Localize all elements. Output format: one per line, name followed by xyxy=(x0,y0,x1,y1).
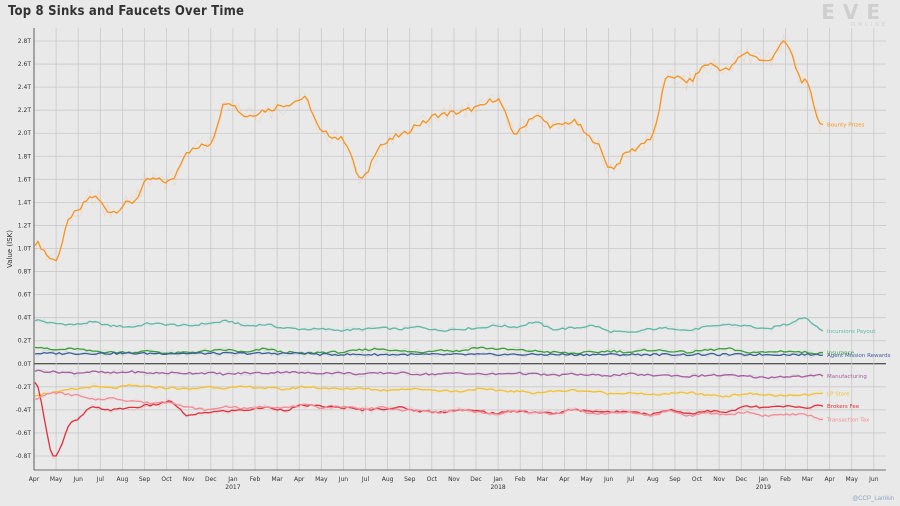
eve-online-logo: EVE ONLINE xyxy=(806,2,888,28)
x-tick-label: Sep xyxy=(404,476,416,483)
x-tick-label: Jun xyxy=(338,476,349,483)
series-label: Transaction Tax xyxy=(826,417,870,423)
series-label: Brokers Fee xyxy=(827,404,860,410)
year-label: 2017 xyxy=(225,484,240,491)
x-tick-label: May xyxy=(50,476,63,483)
y-tick-label: 1.4T xyxy=(18,199,32,206)
x-tick-label: Feb xyxy=(250,476,261,483)
x-tick-label: Mar xyxy=(537,476,549,483)
x-tick-label: Oct xyxy=(427,476,438,483)
series-label: Manufacturing xyxy=(827,374,867,380)
x-tick-label: Jun xyxy=(73,476,84,483)
x-tick-label: May xyxy=(846,476,859,483)
x-tick-label: Jul xyxy=(96,476,105,483)
y-tick-label: 2.0T xyxy=(18,130,32,137)
chart-title: Top 8 Sinks and Faucets Over Time xyxy=(8,4,245,19)
x-tick-label: Dec xyxy=(735,476,747,483)
series-line-insurance xyxy=(34,346,824,355)
series-line-lp-store xyxy=(34,384,824,398)
x-tick-label: Dec xyxy=(205,476,217,483)
x-tick-label: Nov xyxy=(713,476,725,483)
series-line-incursions-payout xyxy=(34,317,824,334)
series-label: Agent Mission Rewards xyxy=(827,353,891,359)
x-tick-label: Jun xyxy=(603,476,614,483)
x-tick-label: Mar xyxy=(271,476,283,483)
x-tick-label: Apr xyxy=(294,476,305,483)
x-tick-label: Sep xyxy=(139,476,151,483)
x-tick-label: Jan xyxy=(758,476,768,483)
x-tick-label: Sep xyxy=(669,476,681,483)
y-tick-label: 1.8T xyxy=(18,153,32,160)
year-label: 2019 xyxy=(756,484,771,491)
author-credit: @CCP_Larrikin xyxy=(852,496,894,502)
series-label: Insurance xyxy=(827,351,855,357)
x-tick-label: Nov xyxy=(448,476,460,483)
x-tick-label: Jan xyxy=(227,476,237,483)
series-label: Incursions Payout xyxy=(827,329,876,335)
y-tick-label: -0.6T xyxy=(16,430,32,437)
x-tick-label: Aug xyxy=(117,476,129,483)
x-tick-label: Aug xyxy=(647,476,659,483)
y-tick-label: 0.0T xyxy=(18,361,32,368)
x-tick-label: Jul xyxy=(626,476,635,483)
x-tick-label: Jul xyxy=(361,476,370,483)
y-tick-label: 1.6T xyxy=(18,176,32,183)
y-tick-label: 2.2T xyxy=(18,107,32,114)
logo-wordmark: EVE xyxy=(821,0,888,24)
x-tick-label: Jun xyxy=(868,476,879,483)
y-tick-label: 0.8T xyxy=(18,269,32,276)
series-label: Bounty Prizes xyxy=(827,122,865,128)
logo-subtitle: ONLINE xyxy=(851,22,888,28)
y-tick-label: 1.2T xyxy=(18,222,32,229)
y-tick-label: 2.6T xyxy=(18,61,32,68)
x-tick-label: May xyxy=(580,476,593,483)
x-tick-label: Feb xyxy=(780,476,791,483)
y-tick-label: 1.0T xyxy=(18,246,32,253)
series-label: LP Store xyxy=(827,391,850,397)
y-tick-label: -0.8T xyxy=(16,453,32,460)
y-tick-label: -0.4T xyxy=(16,407,32,414)
x-tick-label: Oct xyxy=(161,476,172,483)
series-line-transaction-tax xyxy=(34,391,824,421)
y-tick-label: 2.4T xyxy=(18,84,32,91)
x-tick-label: Apr xyxy=(559,476,570,483)
y-tick-label: 0.4T xyxy=(18,315,32,322)
x-tick-label: Apr xyxy=(824,476,835,483)
series-line-bounty-prizes xyxy=(34,40,824,262)
series-line-agent-mission-rewards xyxy=(34,351,824,357)
y-tick-label: 0.2T xyxy=(18,338,32,345)
y-axis-label: Value (ISK) xyxy=(6,230,14,268)
x-tick-label: Nov xyxy=(183,476,195,483)
x-tick-label: May xyxy=(315,476,328,483)
x-tick-label: Dec xyxy=(470,476,482,483)
y-tick-label: 0.6T xyxy=(18,292,32,299)
x-tick-label: Oct xyxy=(692,476,703,483)
y-tick-label: -0.2T xyxy=(16,384,32,391)
x-tick-label: Feb xyxy=(515,476,526,483)
y-tick-label: 2.8T xyxy=(18,38,32,45)
x-tick-label: Apr xyxy=(29,476,40,483)
x-tick-label: Aug xyxy=(382,476,394,483)
plot-area xyxy=(34,28,886,470)
year-label: 2018 xyxy=(490,484,505,491)
x-tick-label: Mar xyxy=(802,476,814,483)
series-line-manufacturing xyxy=(34,369,824,380)
x-tick-label: Jan xyxy=(492,476,502,483)
